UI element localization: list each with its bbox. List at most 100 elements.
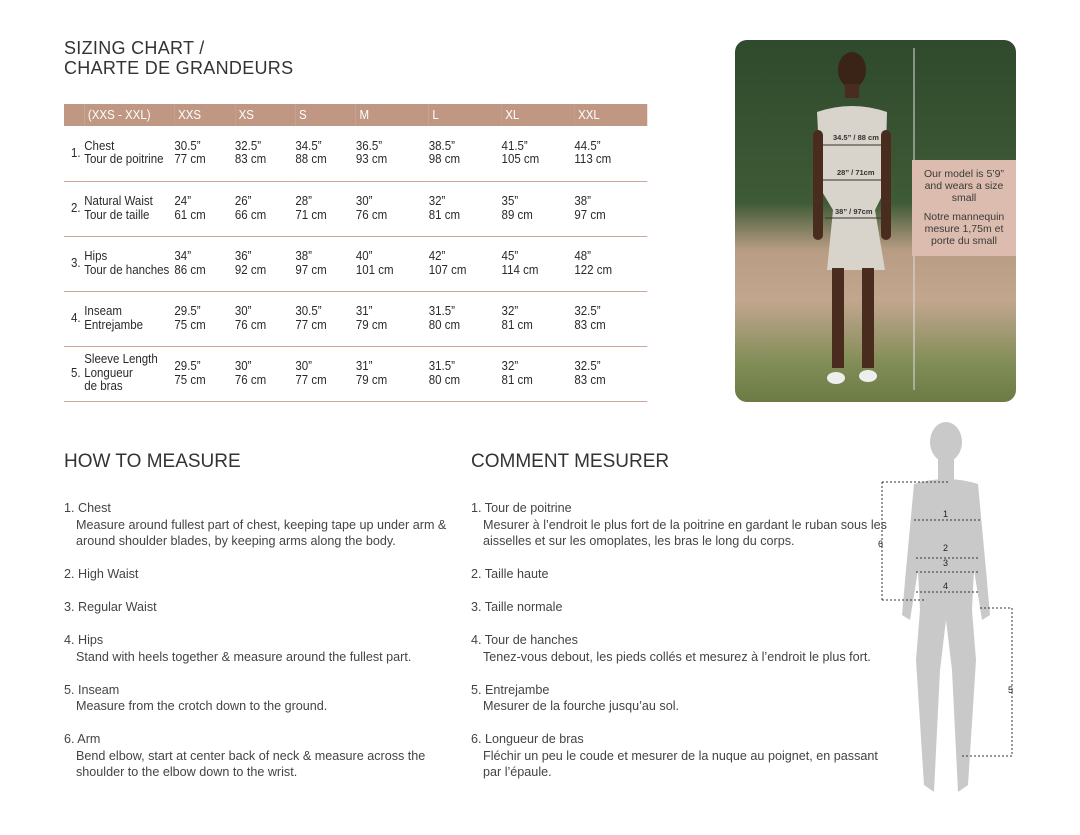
hips-label: 38” / 97cm [835,207,873,216]
how-steps: 1. Chest Measure around fullest part of c… [64,500,454,797]
inches: 29.5” [174,359,201,373]
cm: 113 cm [574,152,612,167]
table-row: 1. Chest Tour de poitrine 30.5” 77 cm 32.5” 83… [64,126,648,182]
name-fr: Tour de hanches [84,262,170,277]
inches: 26” [234,194,252,208]
row-number: 1. [64,126,85,182]
measurement-name: Inseam Entrejambe [84,291,175,347]
size-cell: 38” 97 cm [574,181,648,237]
size-cell: 32” 81 cm [428,181,502,237]
table-row: 3. Hips Tour de hanches 34” 86 cm 36” 92 cm 38”… [64,236,648,292]
size-cell: 36.5” 93 cm [355,126,429,182]
measurement-name: Sleeve Length Longueur de bras [84,346,175,402]
size-cell: 38.5” 98 cm [428,126,502,182]
inches: 30.5” [174,138,201,153]
comment-mesurer-title: COMMENT MESURER [471,451,670,472]
cm: 79 cm [355,372,388,387]
cm: 79 cm [355,317,388,332]
chest-label: 34.5” / 88 cm [833,133,879,142]
step-description: Measure around fullest part of chest, ke… [76,517,447,549]
size-cell: 31” 79 cm [355,346,429,402]
inches: 24” [174,194,192,208]
inches: 32.5” [234,138,262,153]
size-cell: 31.5” 80 cm [428,346,502,402]
step-title: 2. High Waist [64,567,139,581]
inches: 41.5” [501,138,528,153]
label-1: 1 [943,509,948,519]
name-en: Inseam [84,304,122,318]
size-cell: 34.5” 88 cm [295,126,356,182]
step-item: 2. High Waist [64,566,454,583]
inches: 30” [295,359,313,373]
step-title: 5. Entrejambe [471,682,550,697]
model-illustration [813,48,915,390]
cm: 66 cm [234,207,267,222]
cm: 77 cm [295,317,327,332]
step-title: 5. Inseam [64,682,120,697]
header-cell: (XXS - XXL) [84,104,175,126]
size-cell: 32” 81 cm [501,291,575,347]
name-en: Sleeve Length [84,352,158,367]
inches: 28” [295,194,313,208]
title-line-2: CHARTE DE GRANDEURS [64,58,294,78]
size-cell: 24” 61 cm [174,181,235,237]
title-line-1: SIZING CHART / [64,38,205,58]
page-title: SIZING CHART / CHARTE DE GRANDEURS [64,38,293,78]
cm: 93 cm [355,152,388,167]
step-title: 1. Chest [64,501,111,515]
size-cell: 30” 76 cm [234,346,296,402]
size-cell: 32” 81 cm [501,346,575,402]
size-cell: 38” 97 cm [295,236,356,292]
inches: 31.5” [428,359,455,373]
inches: 36” [234,249,252,263]
inches: 30” [234,359,252,373]
cm: 98 cm [428,152,461,167]
inches: 45” [501,249,519,263]
size-cell: 30.5” 77 cm [174,126,235,182]
step-description: Bend elbow, start at center back of neck… [76,748,426,780]
inches: 32” [501,304,519,318]
step-description: Measure from the crotch down to the grou… [76,699,328,713]
header-cell: M [355,104,429,126]
measurement-name: Hips Tour de hanches [84,236,175,292]
name-fr: Entrejambe [84,317,144,332]
label-2: 2 [943,543,948,553]
size-cell: 31” 79 cm [355,291,429,347]
cm: 97 cm [574,207,606,222]
inches: 30” [355,194,373,208]
cm: 75 cm [174,372,206,387]
model-info-en: Our model is 5’9” and wears a size small [924,168,1004,204]
step-item: 1. Chest Measure around fullest part of c… [64,500,454,550]
size-cell: 32.5” 83 cm [574,346,648,402]
header-cell: L [428,104,502,126]
measurement-name: Chest Tour de poitrine [84,126,175,182]
cm: 89 cm [501,207,533,222]
step-title: 6. Arm [64,732,101,746]
cm: 77 cm [174,152,206,167]
size-cell: 48” 122 cm [574,236,648,292]
inches: 44.5” [574,138,601,153]
step-item: 3. Taille normale [471,599,891,616]
size-cell: 30” 76 cm [234,291,296,347]
body-silhouette-icon [902,422,990,792]
body-figure: 1 2 3 4 5 6 [878,422,1013,792]
cm: 76 cm [234,317,267,332]
step-title: 3. Regular Waist [64,600,157,614]
size-cell: 31.5” 80 cm [428,291,502,347]
step-item: 6. Arm Bend elbow, start at center back o… [64,731,454,781]
name-fr: Tour de taille [84,207,150,222]
cm: 76 cm [355,207,388,222]
size-cell: 36” 92 cm [234,236,296,292]
header-cell: XL [501,104,575,126]
cm: 81 cm [501,317,533,332]
step-item: 5. Inseam Measure from the crotch down to… [64,682,454,715]
cm: 114 cm [501,262,539,277]
size-cell: 40” 101 cm [355,236,429,292]
inches: 32” [501,359,519,373]
step-title: 4. Tour de hanches [471,633,578,647]
step-title: 3. Taille normale [471,600,563,614]
inches: 31.5” [428,304,455,318]
cm: 101 cm [355,262,394,277]
cm: 75 cm [174,317,206,332]
inches: 36.5” [355,138,383,153]
